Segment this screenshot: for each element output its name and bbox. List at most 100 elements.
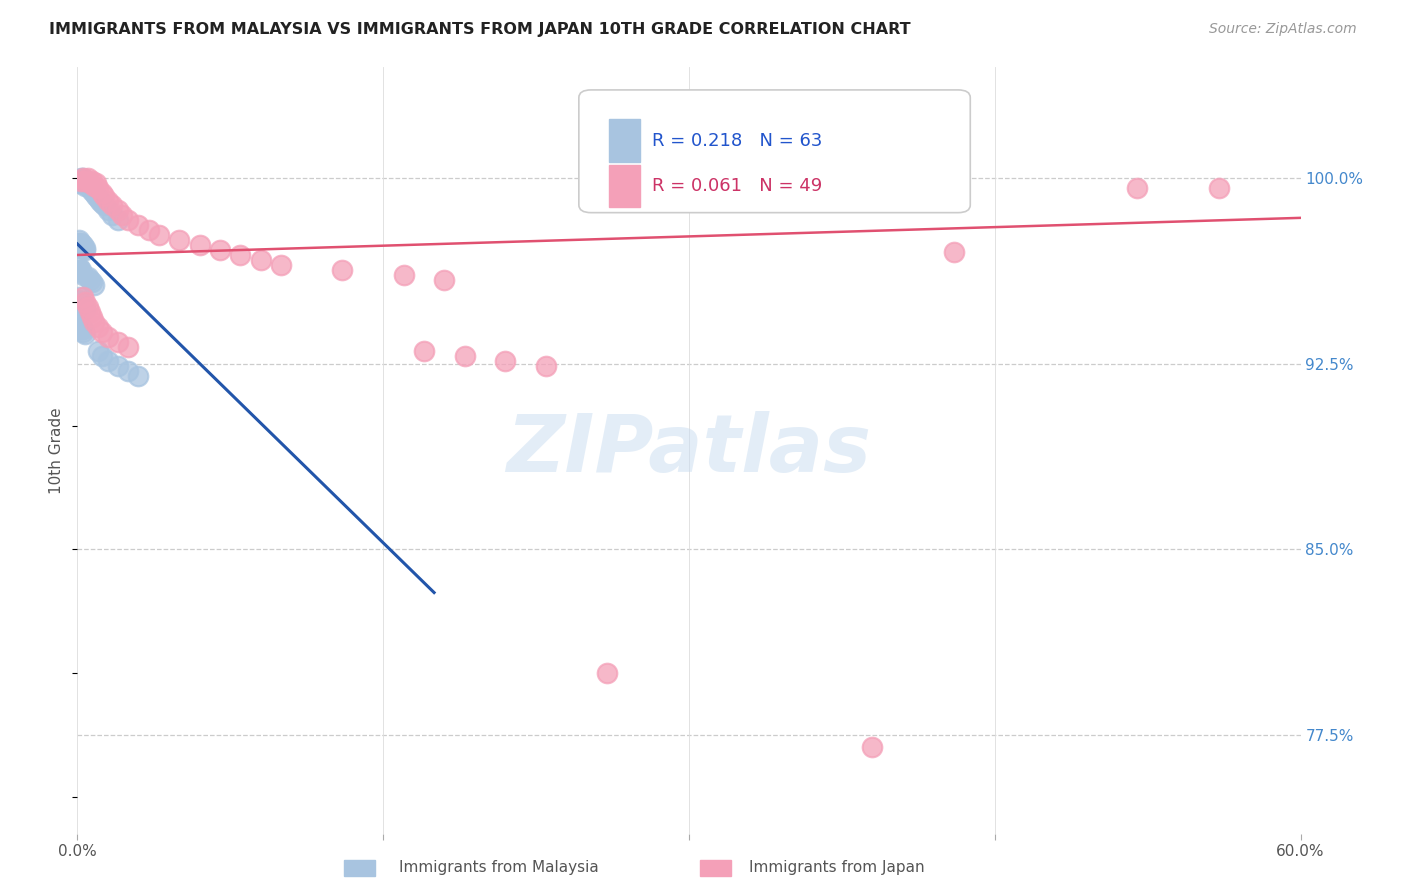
Point (70, 171, 93, 186)
Point (75, 176, 97, 190)
Point (90, 325, 112, 339)
Point (67, 235, 90, 250)
Point (453, 350, 475, 364)
Point (76, 171, 98, 186)
Point (80, 310, 103, 324)
Point (97, 194, 120, 208)
Point (75, 174, 97, 188)
Point (70, 322, 93, 336)
Point (148, 228, 170, 243)
Point (862, 740, 884, 755)
Point (127, 369, 149, 384)
Point (75, 243, 97, 257)
Point (76, 178, 98, 193)
Point (72, 322, 94, 336)
Point (270, 258, 292, 272)
Point (72, 268, 94, 282)
Point (70, 297, 93, 311)
Point (79, 273, 101, 287)
Point (617, 178, 640, 193)
Point (433, 273, 456, 287)
Point (87, 319, 110, 334)
Text: ZIPatlas: ZIPatlas (506, 411, 872, 490)
Point (72, 297, 94, 311)
Point (942, 245, 965, 260)
Point (70, 235, 93, 250)
Point (72, 238, 94, 252)
Point (80, 184, 103, 198)
Point (67, 318, 90, 332)
Point (67, 233, 90, 247)
Point (70, 265, 93, 279)
Point (117, 364, 139, 378)
Point (76, 176, 98, 190)
Point (72, 241, 94, 255)
Point (70, 174, 93, 188)
Point (83, 178, 105, 193)
Point (76, 300, 98, 314)
Point (76, 174, 98, 188)
Point (72, 325, 94, 339)
Point (70, 295, 93, 310)
Point (138, 223, 160, 237)
Point (72, 171, 94, 186)
Point (83, 186, 105, 200)
Point (97, 329, 120, 343)
Point (495, 354, 517, 368)
Point (67, 176, 90, 190)
Point (70, 174, 93, 188)
Point (80, 174, 103, 188)
Point (117, 213, 139, 227)
Point (79, 305, 101, 319)
Point (87, 191, 110, 205)
Point (72, 174, 94, 188)
Y-axis label: 10th Grade: 10th Grade (49, 407, 65, 494)
Point (70, 319, 93, 334)
FancyBboxPatch shape (609, 120, 640, 161)
FancyBboxPatch shape (579, 90, 970, 212)
Point (101, 208, 124, 222)
Text: Immigrants from Japan: Immigrants from Japan (749, 860, 924, 874)
Point (67, 260, 90, 275)
Point (79, 176, 101, 190)
Text: R = 0.218   N = 63: R = 0.218 N = 63 (652, 131, 823, 150)
Point (67, 319, 90, 334)
Point (392, 268, 415, 282)
Point (93, 188, 115, 202)
Point (101, 198, 124, 212)
Point (1126, 181, 1149, 195)
Point (67, 293, 90, 307)
Point (87, 344, 110, 359)
Point (107, 359, 129, 374)
Point (107, 213, 129, 227)
Point (117, 339, 139, 353)
Point (841, 181, 863, 195)
Point (79, 178, 101, 193)
Point (97, 354, 120, 368)
Point (596, 666, 619, 681)
Text: Source: ZipAtlas.com: Source: ZipAtlas.com (1209, 22, 1357, 37)
Point (97, 203, 120, 218)
Point (67, 262, 90, 277)
Point (127, 219, 149, 233)
FancyBboxPatch shape (609, 164, 640, 207)
Text: IMMIGRANTS FROM MALAYSIA VS IMMIGRANTS FROM JAPAN 10TH GRADE CORRELATION CHART: IMMIGRANTS FROM MALAYSIA VS IMMIGRANTS F… (49, 22, 911, 37)
Point (67, 290, 90, 304)
Point (70, 262, 93, 277)
Point (75, 174, 97, 188)
Point (250, 252, 273, 267)
Point (413, 344, 436, 359)
Point (111, 208, 134, 222)
Point (80, 275, 103, 289)
Point (83, 277, 105, 292)
Point (72, 171, 94, 186)
Point (208, 243, 231, 257)
Point (107, 203, 129, 218)
Point (76, 270, 98, 285)
Point (90, 196, 112, 211)
Point (188, 238, 211, 252)
Point (87, 181, 110, 195)
Point (75, 327, 97, 342)
Point (90, 350, 112, 364)
Point (75, 241, 97, 255)
